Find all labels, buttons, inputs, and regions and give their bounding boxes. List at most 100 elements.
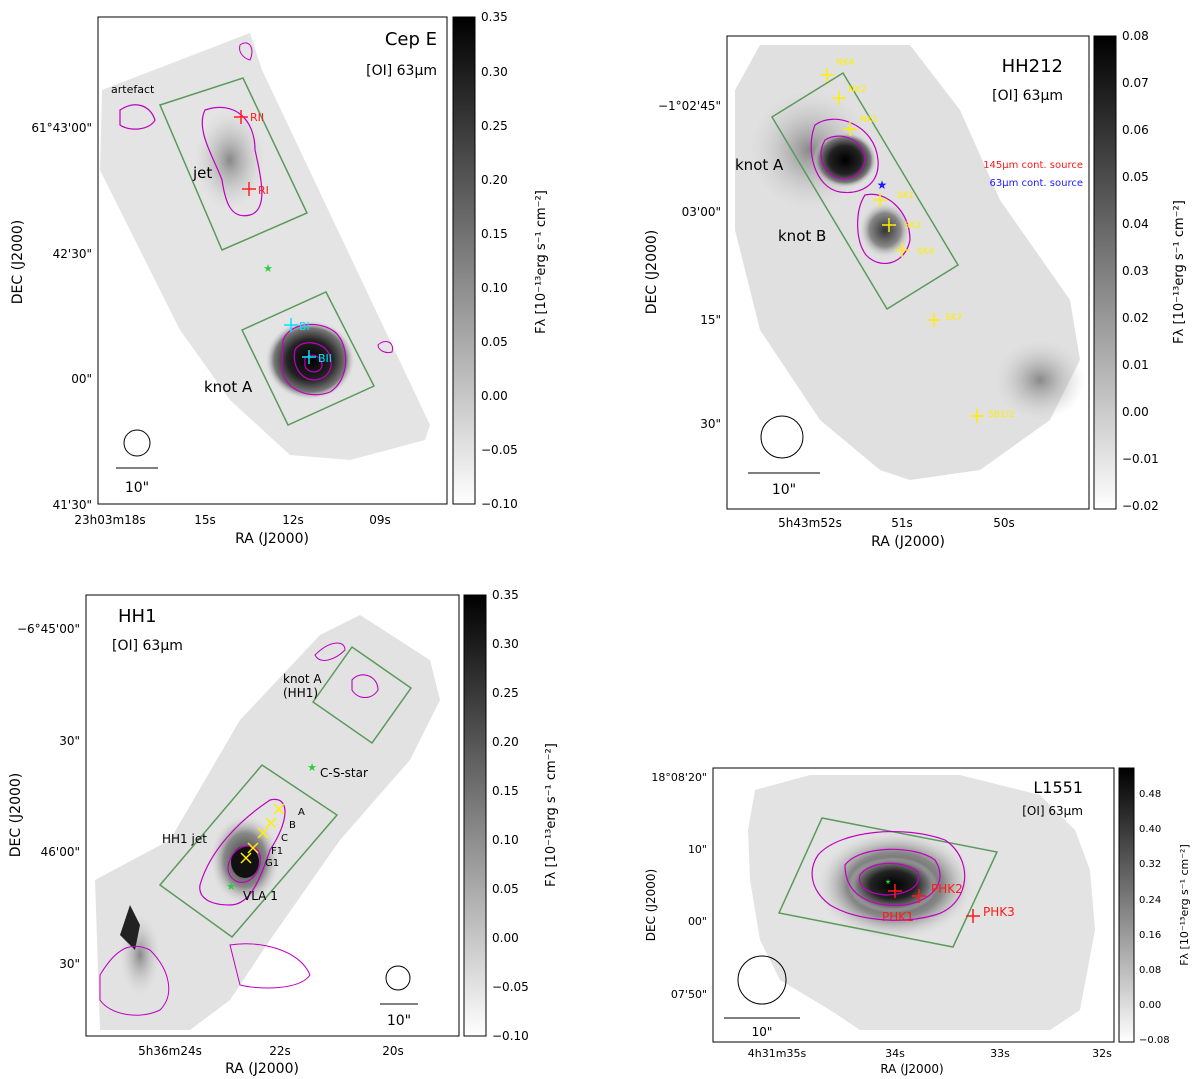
hh212-cbar-tick: 0.00: [1122, 405, 1149, 419]
hh212-knotA-contour-inner: [820, 135, 866, 180]
hh212-star-icon: ★: [877, 178, 888, 192]
cepe-cbar-tick: 0.30: [481, 65, 508, 79]
l1551-xtick: 32s: [1092, 1047, 1112, 1060]
hh212-cbar-tick: 0.02: [1122, 311, 1149, 325]
hh1-label-csstar: C-S-star: [320, 766, 368, 780]
hh1-cbar-tick: −0.10: [492, 1029, 529, 1043]
hh1-label-vla: VLA 1: [243, 889, 278, 903]
hh212-marker-sk7: SK7: [945, 313, 962, 323]
hh212-cbar-tick: 0.06: [1122, 123, 1149, 137]
hh1-cbar-tick: 0.15: [492, 784, 519, 798]
hh212-xtick: 5h43m52s: [778, 516, 842, 530]
cepe-ylabel: DEC (J2000): [10, 220, 26, 305]
cepe-cbar-tick: −0.05: [481, 443, 518, 457]
hh1-vla-star-icon: ★: [226, 880, 236, 893]
cepe-ytick: 00": [71, 372, 92, 386]
hh1-scalebar-label: 10": [387, 1013, 411, 1029]
cepe-xlabel: RA (J2000): [235, 531, 309, 547]
hh1-jet-box: [158, 764, 339, 939]
l1551-star-icon: ★: [885, 878, 891, 886]
l1551-box: [777, 817, 999, 948]
cepe-marker-rii: RII: [234, 110, 264, 124]
hh1-lower-contour-2: [229, 943, 311, 989]
hh212-scalebar-label: 10": [772, 482, 796, 498]
hh212-title: HH212: [1002, 56, 1063, 77]
l1551-ylabel: DEC (J2000): [644, 869, 658, 941]
cepe-cbar-tick: 0.05: [481, 335, 508, 349]
cepe-knotA-contour-inner: [304, 354, 323, 373]
hh212-marker-nk4: NK4: [836, 58, 855, 68]
cepe-cbar-label: Fλ [10⁻¹³erg s⁻¹ cm⁻²]: [534, 190, 549, 334]
l1551-line-label: [OI] 63μm: [1022, 804, 1083, 818]
hh212-xlabel: RA (J2000): [871, 534, 945, 550]
hh1-lower-contour: [99, 945, 170, 1016]
hh1-marker-c: C: [281, 833, 288, 844]
hh1-cbar-tick: 0.25: [492, 686, 519, 700]
svg-text:RI: RI: [258, 184, 269, 197]
hh212-xtick: 51s: [891, 516, 913, 530]
l1551-cbar-tick: −0.08: [1139, 1035, 1170, 1046]
l1551-cbar-tick: 0.16: [1139, 930, 1161, 941]
l1551-cbar-tick: 0.40: [1139, 824, 1161, 835]
svg-text:BII: BII: [318, 352, 332, 365]
cepe-knotA-contour-mid: [293, 342, 332, 381]
l1551-ytick: 18°08'20": [651, 771, 707, 784]
l1551-beam-icon: [737, 955, 787, 1005]
hh212-label-knotB: knot B: [778, 227, 826, 245]
hh1-knotA-contour: [351, 674, 379, 699]
hh212-marker-sk2: SK2: [904, 221, 921, 231]
l1551-cbar-label: Fλ [10⁻¹³erg s⁻¹ cm⁻²]: [1178, 844, 1191, 966]
cepe-marker-bii: BII: [302, 350, 332, 365]
panel-hh212: NK4 NK2 NK1 SK1 SK2 SK4 SK7 SB1/2 ★ knot…: [644, 29, 1187, 550]
l1551-marker-phk2: PHK2: [931, 882, 963, 896]
hh1-marker-b: B: [289, 820, 296, 831]
cepe-cbar-tick: 0.00: [481, 389, 508, 403]
cepe-cbar-tick: 0.35: [481, 10, 508, 24]
hh212-legend-63: 63μm cont. source: [990, 178, 1083, 189]
l1551-ytick: 10": [688, 843, 707, 856]
hh1-ytick: 30": [59, 734, 80, 748]
hh212-cbar-tick: 0.01: [1122, 358, 1149, 372]
hh212-line-label: [OI] 63μm: [992, 88, 1063, 104]
l1551-contour-inner: [858, 862, 920, 896]
hh212-knotB-emission: [859, 202, 911, 258]
hh212-label-knotA: knot A: [735, 156, 784, 174]
cepe-colorbar: [452, 16, 476, 505]
l1551-contour-mid: [844, 848, 941, 907]
panel-cepe: RII RI BI BII ★ artefact jet knot A Cep …: [10, 10, 549, 547]
hh212-colorbar: [1093, 35, 1117, 510]
hh212-ytick: −1°02'45": [658, 99, 721, 113]
hh1-jet-contour-inner: [227, 845, 261, 883]
hh212-cbar-tick: −0.01: [1122, 452, 1159, 466]
hh1-cbar-tick: −0.05: [492, 980, 529, 994]
cepe-xtick: 12s: [282, 513, 304, 527]
hh212-ytick: 03'00": [682, 205, 721, 219]
cepe-ytick: 61°43'00": [31, 121, 92, 135]
hh1-xtick: 22s: [269, 1044, 291, 1058]
cepe-jet-box: [158, 77, 309, 251]
hh212-cbar-tick: 0.07: [1122, 76, 1149, 90]
hh1-marker-f1: F1: [271, 846, 283, 857]
cepe-beam-icon: [123, 429, 151, 457]
hh212-marker-nk2: NK2: [848, 85, 866, 95]
hh212-marker-nk1: NK1: [860, 115, 878, 125]
cepe-jet-contour: [201, 106, 263, 217]
panel-hh1: A B C F1 G1 ★ ★ C-S-star VLA 1 HH1 jet k…: [8, 588, 559, 1077]
hh1-cbar-tick: 0.20: [492, 735, 519, 749]
hh1-jet-contour-outer: [199, 798, 286, 906]
hh1-title: HH1: [118, 606, 157, 627]
hh212-ytick: 15": [700, 313, 721, 327]
hh212-marker-sk4: SK4: [917, 247, 935, 257]
l1551-marker-phk1: PHK1: [882, 910, 914, 924]
hh1-cbar-tick: 0.35: [492, 588, 519, 602]
cepe-small-contour: [239, 42, 253, 61]
hh212-cbar-tick: 0.08: [1122, 29, 1149, 43]
hh212-legend-145: 145μm cont. source: [983, 160, 1083, 171]
cepe-cbar-tick: −0.10: [481, 497, 518, 511]
cepe-knotA-contour-outer: [281, 323, 347, 396]
hh1-ytick: 30": [59, 957, 80, 971]
svg-text:RII: RII: [250, 111, 264, 124]
svg-text:BI: BI: [299, 320, 310, 333]
hh212-markers: [820, 68, 984, 423]
hh1-marker-a: A: [298, 807, 305, 818]
